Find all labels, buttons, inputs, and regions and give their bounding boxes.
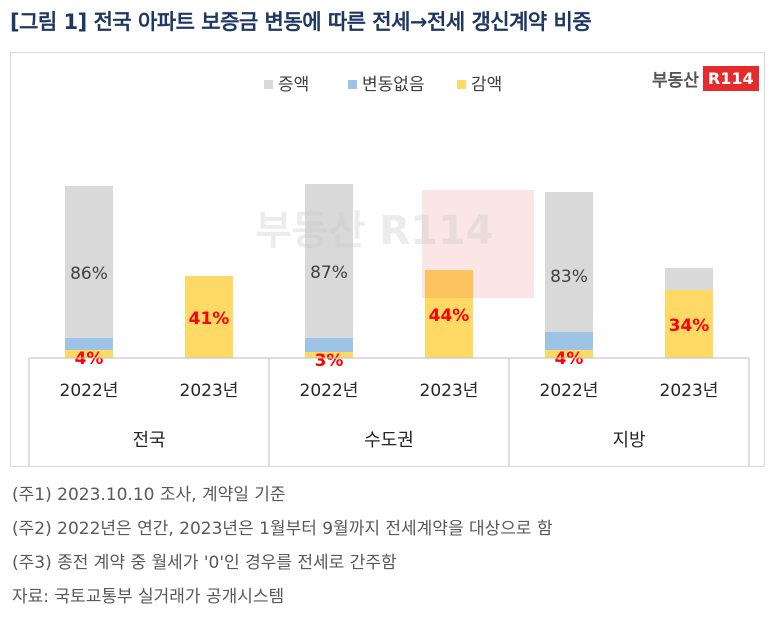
group-label-3: 지방	[612, 430, 645, 451]
data-label-1-1: 86%	[70, 264, 108, 284]
data-label-3-2: 41%	[189, 309, 230, 329]
footnote-2: (주2) 2022년은 연간, 2023년은 1월부터 9월까지 전세계약을 대…	[12, 519, 553, 539]
chart-panel: 증액변동없음감액86%4%2022년41%41%2023년87%3%2022년3…	[10, 52, 765, 467]
brand-logo: 부동산 R114	[652, 66, 759, 91]
x-tick-label-6: 2023년	[660, 381, 719, 401]
bar-3-6	[665, 290, 713, 358]
legend-label-1: 증액	[278, 75, 309, 95]
footnote-3: (주3) 종전 계약 중 월세가 '0'인 경우를 전세로 간주함	[12, 553, 397, 573]
x-tick-label-5: 2022년	[540, 381, 599, 401]
footnotes: (주1) 2023.10.10 조사, 계약일 기준 (주2) 2022년은 연…	[12, 478, 553, 614]
bar-3-4	[425, 270, 473, 358]
logo-text: 부동산	[652, 71, 699, 91]
bar-1-5	[545, 192, 593, 358]
data-label-3-4: 44%	[429, 306, 470, 326]
watermark-logo-box	[422, 190, 534, 298]
bar-3-5	[545, 350, 593, 358]
x-tick-label-3: 2022년	[300, 381, 359, 401]
logo-mark: R114	[702, 66, 759, 91]
x-tick-label-1: 2022년	[60, 381, 119, 401]
bar-1-1	[65, 186, 113, 358]
footnote-1: (주1) 2023.10.10 조사, 계약일 기준	[12, 485, 286, 505]
data-label-1-5: 83%	[550, 267, 588, 287]
x-tick-label-4: 2023년	[420, 381, 479, 401]
data-label-3-5: 4%	[555, 349, 584, 369]
data-label-3-1: 4%	[75, 349, 104, 369]
bar-3-2	[185, 276, 233, 358]
watermark-logo: 부동산 R114	[255, 208, 494, 254]
legend-swatch-3	[457, 80, 466, 89]
legend-label-2: 변동없음	[362, 75, 425, 95]
bar-1-3	[305, 184, 353, 358]
group-label-1: 전국	[132, 430, 165, 451]
stacked-bar-chart: 증액변동없음감액86%4%2022년41%41%2023년87%3%2022년3…	[28, 75, 750, 466]
data-label-3-3: 3%	[315, 351, 344, 371]
bar-3-3	[305, 352, 353, 358]
legend-swatch-1	[264, 80, 273, 89]
group-label-2: 수도권	[364, 430, 414, 451]
legend-swatch-2	[348, 80, 357, 89]
footnote-source: 자료: 국토교통부 실거래가 공개시스템	[12, 587, 285, 607]
legend-label-3: 감액	[471, 75, 502, 95]
chart-title: [그림 1] 전국 아파트 보증금 변동에 따른 전세→전세 갱신계약 비중	[10, 10, 592, 34]
x-tick-label-2: 2023년	[180, 381, 239, 401]
data-label-3-6: 34%	[669, 316, 710, 336]
bar-3-1	[65, 350, 113, 358]
data-label-1-3: 87%	[310, 263, 348, 283]
